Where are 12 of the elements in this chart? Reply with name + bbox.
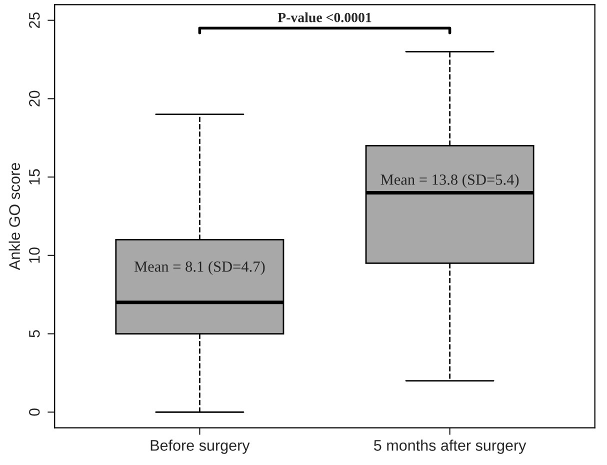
y-tick-label: 5 [29, 330, 40, 338]
annotation: Mean = 13.8 (SD=5.4) [380, 174, 519, 188]
y-tick-label: 0 [28, 408, 40, 416]
x-tick-label: 5 months after surgery [374, 440, 526, 454]
y-tick-label: 15 [29, 169, 40, 184]
annotation: P-value <0.0001 [278, 12, 372, 22]
y-tick-label: 10 [28, 248, 40, 263]
y-tick-label: 20 [28, 90, 40, 106]
x-tick-label: Before surgery [150, 440, 250, 454]
y-axis-title: Ankle GO score [8, 162, 20, 270]
annotation: Mean = 8.1 (SD=4.7) [134, 261, 265, 275]
y-tick-label: 25 [28, 12, 40, 28]
